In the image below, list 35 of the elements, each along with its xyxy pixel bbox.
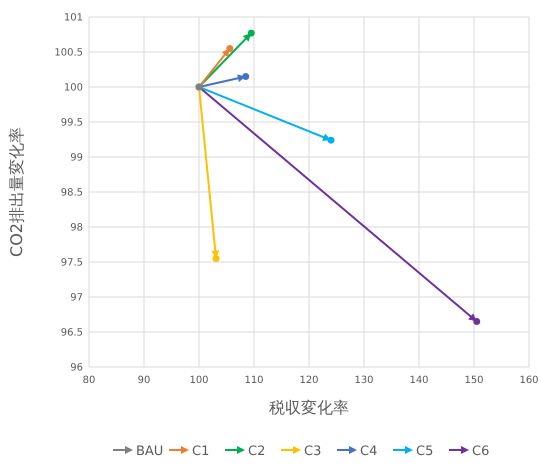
y-tick-label: 99 [70, 152, 83, 164]
x-tick-label: 100 [189, 375, 209, 386]
point [473, 318, 480, 325]
y-tick-label: 96 [70, 362, 83, 374]
x-tick-label: 110 [244, 375, 264, 386]
x-tick-label: 130 [354, 375, 374, 386]
y-axis-title: CO2排出量変化率 [7, 127, 26, 257]
y-tick-label: 100 [64, 82, 83, 94]
y-tick-label: 97.5 [60, 258, 83, 268]
legend-label: C1 [192, 444, 210, 459]
y-tick-label: 98 [70, 222, 83, 234]
legend-label: C3 [304, 444, 322, 459]
y-tick-label: 100.5 [54, 48, 83, 58]
x-tick-label: 140 [409, 375, 429, 386]
legend-label: C5 [416, 444, 434, 459]
legend-label: C4 [360, 444, 378, 459]
x-tick-label: 150 [464, 375, 484, 386]
legend-label: C2 [248, 444, 266, 459]
point [328, 136, 334, 144]
x-tick-label: 90 [138, 375, 150, 386]
y-tick-label: 101 [64, 12, 83, 24]
point [242, 73, 250, 80]
point [226, 45, 234, 52]
legend-label: C6 [472, 444, 490, 459]
y-tick-label: 97 [70, 292, 83, 304]
y-tick-label: 99.5 [60, 118, 83, 128]
x-tick-label: 160 [519, 375, 539, 386]
y-tick-label: 96.5 [60, 328, 83, 338]
x-axis-title: 税収変化率 [269, 398, 349, 417]
x-tick-label: 120 [299, 375, 319, 386]
point [212, 255, 220, 262]
point [248, 30, 255, 37]
y-tick-label: 98.5 [60, 188, 83, 198]
legend-label: BAU [136, 444, 164, 459]
x-tick-label: 80 [82, 375, 96, 386]
